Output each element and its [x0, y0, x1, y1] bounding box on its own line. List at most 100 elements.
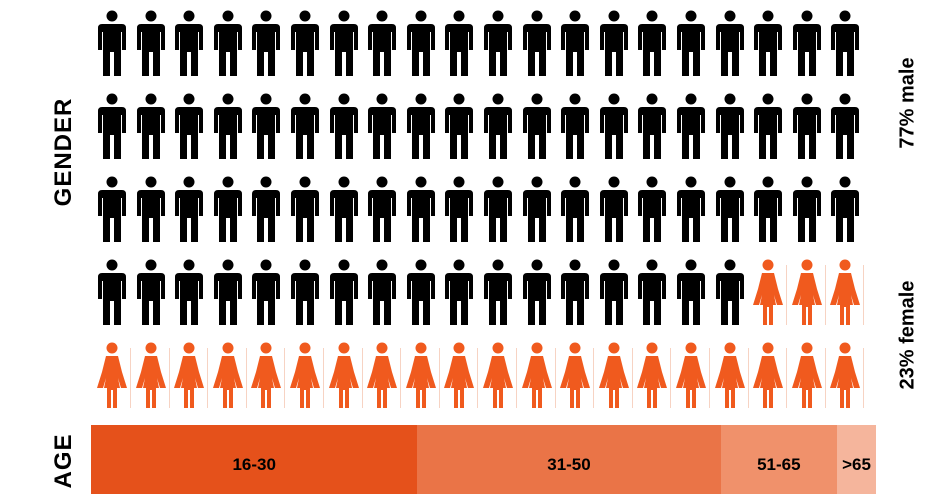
male-person-icon [98, 10, 126, 76]
male-person-icon [638, 93, 667, 159]
female-icon-cell [595, 348, 633, 408]
male-person-icon [599, 176, 628, 242]
male-person-icon [175, 259, 204, 325]
male-person-icon [754, 176, 783, 242]
male-person-icon [368, 176, 397, 242]
gender-pictogram-grid [96, 10, 873, 415]
male-person-icon [561, 93, 590, 159]
female-icon-cell [325, 348, 363, 408]
male-person-icon [792, 10, 821, 76]
male-person-icon [175, 176, 204, 242]
female-icon-cell [132, 348, 170, 408]
male-person-icon [677, 93, 705, 159]
female-person-icon [676, 342, 706, 408]
male-person-icon [831, 176, 860, 242]
female-icon-cell [711, 348, 749, 408]
male-person-icon [445, 93, 474, 159]
male-person-icon [715, 176, 744, 242]
female-person-icon [251, 342, 282, 408]
female-person-icon [791, 342, 822, 408]
female-person-icon [598, 342, 629, 408]
male-person-icon [213, 10, 242, 76]
age-segment-label: 31-50 [547, 454, 591, 474]
age-stacked-bar: 16-30 31-50 51-65 >65 [91, 425, 876, 494]
female-icon-cell [826, 265, 865, 325]
age-axis-label: AGE [50, 433, 77, 489]
age-segment-label: 51-65 [757, 454, 801, 474]
male-person-icon [754, 93, 783, 159]
male-person-icon [291, 10, 319, 76]
male-person-icon [561, 176, 590, 242]
male-person-icon [638, 259, 667, 325]
age-segment: 16-30 [91, 425, 418, 494]
male-person-icon [291, 93, 319, 159]
male-person-icon [599, 93, 628, 159]
male-person-icon [406, 93, 435, 159]
male-person-icon [677, 10, 705, 76]
male-person-icon [213, 259, 242, 325]
male-person-icon [136, 259, 165, 325]
male-person-icon [831, 93, 860, 159]
male-percentage-label: 77% male [896, 57, 919, 149]
male-person-icon [484, 10, 512, 76]
female-icon-cell [93, 348, 131, 408]
male-person-icon [445, 176, 474, 242]
female-icon-cell [672, 348, 710, 408]
male-person-icon [484, 93, 512, 159]
male-person-icon [561, 259, 590, 325]
male-person-icon [291, 176, 319, 242]
female-person-icon [97, 342, 127, 408]
female-person-icon [328, 342, 359, 408]
male-person-icon [754, 10, 783, 76]
male-person-icon [136, 10, 165, 76]
male-person-icon [715, 93, 744, 159]
female-icon-cell [749, 265, 788, 325]
male-person-icon [213, 93, 242, 159]
male-person-icon [329, 10, 358, 76]
female-icon-cell [749, 348, 788, 408]
female-icon-cell [518, 348, 556, 408]
age-segment-label: 16-30 [232, 454, 276, 474]
age-segment: 51-65 [720, 425, 838, 494]
female-person-icon [637, 342, 668, 408]
female-person-icon [483, 342, 513, 408]
female-icon-cell [363, 348, 402, 408]
female-percentage-label: 23% female [896, 280, 919, 390]
male-person-icon [638, 176, 667, 242]
male-person-icon [98, 259, 126, 325]
male-person-icon [98, 93, 126, 159]
male-person-icon [291, 259, 319, 325]
male-person-icon [252, 10, 281, 76]
female-person-icon [753, 342, 784, 408]
male-person-icon [484, 259, 512, 325]
male-person-icon [445, 10, 474, 76]
male-person-icon [368, 10, 397, 76]
female-person-icon [560, 342, 591, 408]
female-icon-cell [209, 348, 247, 408]
male-person-icon [175, 93, 204, 159]
female-person-icon [405, 342, 436, 408]
male-person-icon [252, 259, 281, 325]
female-icon-cell [170, 348, 209, 408]
male-person-icon [715, 259, 744, 325]
female-person-icon [791, 259, 822, 325]
male-person-icon [368, 93, 397, 159]
female-icon-cell [633, 348, 672, 408]
female-person-icon [753, 259, 784, 325]
male-person-icon [599, 10, 628, 76]
male-person-icon [561, 10, 590, 76]
age-segment: 31-50 [417, 425, 721, 494]
female-person-icon [135, 342, 166, 408]
female-icon-cell [788, 265, 826, 325]
male-person-icon [638, 10, 667, 76]
male-person-icon [213, 176, 242, 242]
male-person-icon [522, 10, 551, 76]
male-person-icon [599, 259, 628, 325]
male-person-icon [329, 176, 358, 242]
male-person-icon [252, 93, 281, 159]
male-person-icon [715, 10, 744, 76]
female-icon-cell [826, 348, 865, 408]
male-person-icon [329, 259, 358, 325]
male-person-icon [677, 259, 705, 325]
male-person-icon [831, 10, 860, 76]
